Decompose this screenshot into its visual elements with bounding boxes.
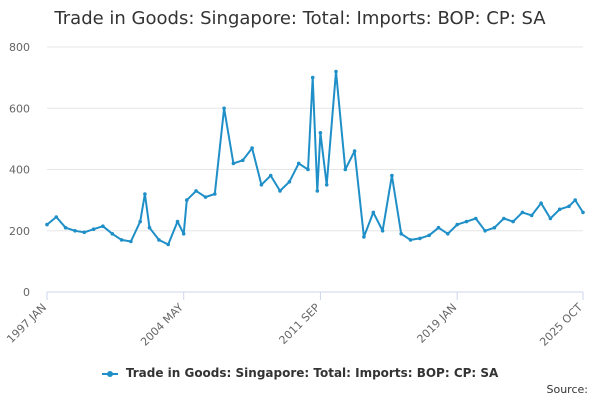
data-point [138,219,142,224]
data-point [427,233,432,238]
data-point [306,167,310,172]
data-point [464,219,469,224]
data-point [446,232,450,236]
data-point [334,69,338,74]
x-tick-label: 2025 OCT [537,301,585,349]
data-point [455,222,460,227]
data-point [91,227,96,231]
data-point [318,131,323,135]
series-group [45,69,585,247]
data-point [567,204,571,209]
grid-lines [47,46,583,293]
data-point [194,189,198,193]
data-point [408,238,413,242]
line-chart: 0 200 400 600 800 1997 JAN 2004 MAY 2011 SEP 20… [4,41,585,349]
data-point [483,229,487,233]
x-tick-label: 2011 SEP [277,301,323,347]
data-point [110,232,115,236]
source-label[interactable]: Source: [546,383,589,396]
data-point [45,222,49,227]
data-point [259,183,264,187]
data-point [310,75,315,80]
data-point [222,106,226,111]
data-point [73,229,77,233]
legend[interactable]: Trade in Goods: Singapore: Total: Import… [0,366,600,380]
x-tick-label: 1997 JAN [4,301,49,346]
x-tick-label: 2019 JAN [415,301,460,346]
data-point [181,232,186,236]
data-point [268,173,273,178]
y-tick-label: 400 [9,164,30,177]
data-point [529,213,534,218]
legend-label: Trade in Goods: Singapore: Total: Import… [125,366,499,380]
data-point [185,198,189,202]
data-point [390,173,394,178]
x-axis: 1997 JAN 2004 MAY 2011 SEP 2019 JAN 2025 OCT [4,291,585,349]
data-point [296,161,301,166]
y-tick-label: 800 [9,41,30,54]
data-point [175,219,180,224]
data-point [557,207,562,212]
data-point [213,192,217,196]
data-point [343,167,348,172]
data-point [362,235,366,239]
data-point [352,149,357,153]
data-point [548,216,553,221]
data-point [324,183,329,187]
chart-title: Trade in Goods: Singapore: Total: Import… [54,8,546,29]
data-point [203,195,208,199]
data-point [511,219,515,224]
data-point [143,192,147,196]
data-point [54,215,59,219]
data-point [399,232,404,236]
data-point [287,180,292,184]
data-point [101,224,105,228]
data-point [250,146,254,150]
data-point [157,238,161,242]
y-tick-label: 600 [9,102,30,115]
data-point [231,161,236,166]
x-tick-label: 2004 MAY [138,301,186,349]
data-point [539,201,543,205]
data-point [492,225,497,230]
data-point [241,158,245,163]
data-point [371,210,376,215]
data-point [82,230,87,235]
data-point [63,225,68,230]
data-point [573,198,577,202]
data-point [520,210,525,215]
y-tick-label: 200 [9,225,30,238]
data-point [147,225,152,230]
data-point [418,236,422,241]
data-point [502,216,506,221]
data-point [166,242,170,247]
data-point [315,189,320,193]
data-point [278,189,282,193]
data-point [436,225,441,230]
y-tick-label: 0 [23,286,30,299]
data-point [380,229,385,233]
data-point [581,210,585,215]
data-point [474,216,478,221]
y-axis: 0 200 400 600 800 [9,41,30,299]
legend-line-icon [101,370,118,377]
data-point [129,239,133,244]
data-point [119,238,124,242]
